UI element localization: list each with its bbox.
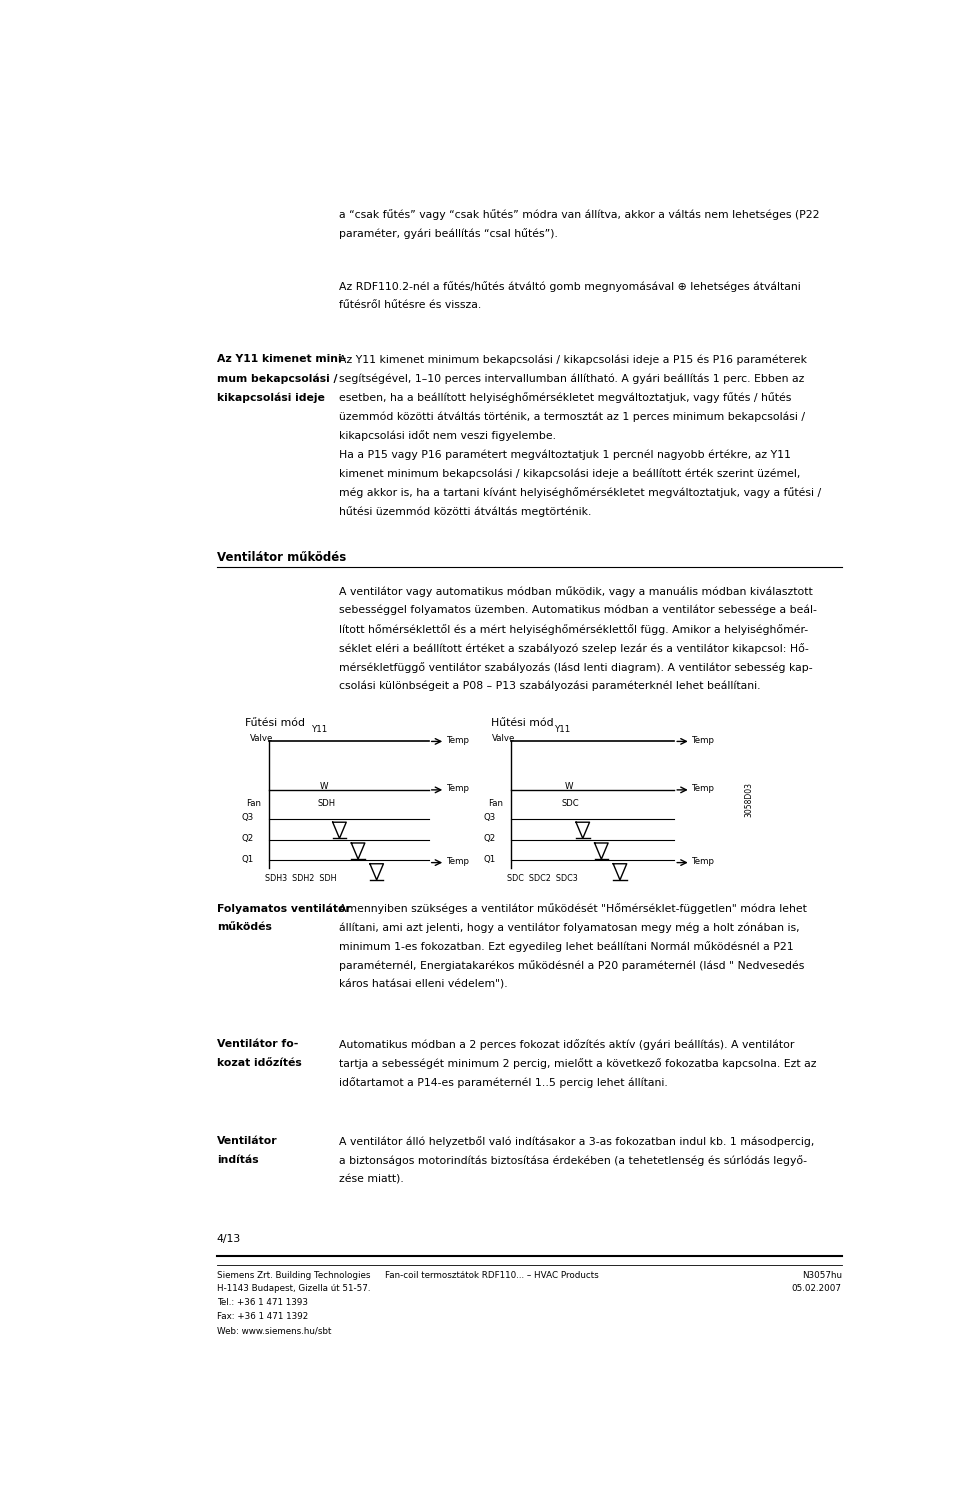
Text: állítani, ami azt jelenti, hogy a ventilátor folyamatosan megy még a holt zónába: állítani, ami azt jelenti, hogy a ventil… xyxy=(340,922,800,932)
Text: káros hatásai elleni védelem").: káros hatásai elleni védelem"). xyxy=(340,979,508,989)
Text: még akkor is, ha a tartani kívánt helyiséghőmérsékletet megváltoztatjuk, vagy a : még akkor is, ha a tartani kívánt helyis… xyxy=(340,487,822,499)
Text: lított hőmérséklettől és a mért helyiséghőmérséklettől függ. Amikor a helyiséghő: lított hőmérséklettől és a mért helyiség… xyxy=(340,624,808,634)
Text: működés: működés xyxy=(217,922,272,932)
Text: Q2: Q2 xyxy=(241,833,253,842)
Text: Az Y11 kimenet mini-: Az Y11 kimenet mini- xyxy=(217,354,346,364)
Text: sebességgel folyamatos üzemben. Automatikus módban a ventilátor sebessége a beál: sebességgel folyamatos üzemben. Automati… xyxy=(340,604,817,615)
Text: Ventilátor fo-: Ventilátor fo- xyxy=(217,1039,299,1049)
Text: Hűtési mód: Hűtési mód xyxy=(491,718,553,729)
Text: Fan: Fan xyxy=(489,799,503,808)
Text: H-1143 Budapest, Gizella út 51-57.: H-1143 Budapest, Gizella út 51-57. xyxy=(217,1285,371,1294)
Text: időtartamot a P14-es paraméternél 1‥5 percig lehet állítani.: időtartamot a P14-es paraméternél 1‥5 pe… xyxy=(340,1076,668,1088)
Text: Valve: Valve xyxy=(251,735,274,744)
Text: SDH3  SDH2  SDH: SDH3 SDH2 SDH xyxy=(265,874,337,883)
Text: hűtési üzemmód közötti átváltás megtörténik.: hűtési üzemmód közötti átváltás megtörté… xyxy=(340,507,592,517)
Text: A ventilátor álló helyzetből való indításakor a 3-as fokozatban indul kb. 1 máso: A ventilátor álló helyzetből való indítá… xyxy=(340,1136,815,1147)
Text: üzemmód közötti átváltás történik, a termosztát az 1 perces minimum bekapcsolási: üzemmód közötti átváltás történik, a ter… xyxy=(340,411,805,421)
Text: fűtésről hűtésre és vissza.: fűtésről hűtésre és vissza. xyxy=(340,300,482,310)
Text: mérsékletfüggő ventilátor szabályozás (lásd lenti diagram). A ventilátor sebessé: mérsékletfüggő ventilátor szabályozás (l… xyxy=(340,661,813,673)
Text: Y11: Y11 xyxy=(312,726,328,735)
Text: N3057hu: N3057hu xyxy=(802,1271,842,1280)
Text: W: W xyxy=(564,782,573,791)
Text: paraméter, gyári beállítás “csal hűtés”).: paraméter, gyári beállítás “csal hűtés”)… xyxy=(340,228,559,238)
Text: a “csak fűtés” vagy “csak hűtés” módra van állítva, akkor a váltás nem lehetsége: a “csak fűtés” vagy “csak hűtés” módra v… xyxy=(340,208,820,220)
Text: Siemens Zrt. Building Technologies: Siemens Zrt. Building Technologies xyxy=(217,1271,371,1280)
Text: Temp: Temp xyxy=(446,857,469,866)
Text: Temp: Temp xyxy=(446,736,469,745)
Text: mum bekapcsolási /: mum bekapcsolási / xyxy=(217,373,337,384)
Text: a biztonságos motorindítás biztosítása érdekében (a tehetetlenség és súrlódás le: a biztonságos motorindítás biztosítása é… xyxy=(340,1156,807,1166)
Text: Folyamatos ventilátor: Folyamatos ventilátor xyxy=(217,902,350,913)
Text: Temp: Temp xyxy=(692,784,715,793)
Text: SDC: SDC xyxy=(562,799,580,808)
Text: Ha a P15 vagy P16 paramétert megváltoztatjuk 1 percnél nagyobb értékre, az Y11: Ha a P15 vagy P16 paramétert megváltozta… xyxy=(340,450,791,460)
Text: kikapcsolási időt nem veszi figyelembe.: kikapcsolási időt nem veszi figyelembe. xyxy=(340,430,557,441)
Text: zése miatt).: zése miatt). xyxy=(340,1174,404,1184)
Text: Az RDF110.2-nél a fűtés/hűtés átváltó gomb megnyomásával ⊕ lehetséges átváltani: Az RDF110.2-nél a fűtés/hűtés átváltó go… xyxy=(340,282,802,292)
Text: 4/13: 4/13 xyxy=(217,1234,241,1244)
Text: Tel.: +36 1 471 1393: Tel.: +36 1 471 1393 xyxy=(217,1298,308,1307)
Text: SDH: SDH xyxy=(317,799,335,808)
Text: Web: www.siemens.hu/sbt: Web: www.siemens.hu/sbt xyxy=(217,1327,331,1336)
Text: Q1: Q1 xyxy=(241,854,253,863)
Text: segítségével, 1–10 perces intervallumban állítható. A gyári beállítás 1 perc. Eb: segítségével, 1–10 perces intervallumban… xyxy=(340,373,804,384)
Text: Y11: Y11 xyxy=(555,726,571,735)
Text: Fan-coil termosztátok RDF110... – HVAC Products: Fan-coil termosztátok RDF110... – HVAC P… xyxy=(385,1271,599,1280)
Text: Q3: Q3 xyxy=(483,812,495,821)
Text: kikapcsolási ideje: kikapcsolási ideje xyxy=(217,393,324,403)
Text: séklet eléri a beállított értéket a szabályozó szelep lezár és a ventilátor kika: séklet eléri a beállított értéket a szab… xyxy=(340,643,809,654)
Text: A ventilátor vagy automatikus módban működik, vagy a manuális módban kiválasztot: A ventilátor vagy automatikus módban műk… xyxy=(340,586,813,597)
Text: Temp: Temp xyxy=(692,736,715,745)
Text: Ventilátor: Ventilátor xyxy=(217,1136,277,1147)
Text: Fan: Fan xyxy=(247,799,261,808)
Text: Fax: +36 1 471 1392: Fax: +36 1 471 1392 xyxy=(217,1312,308,1321)
Text: Q1: Q1 xyxy=(483,854,495,863)
Text: kimenet minimum bekapcsolási / kikapcsolási ideje a beállított érték szerint üzé: kimenet minimum bekapcsolási / kikapcsol… xyxy=(340,468,801,480)
Text: Temp: Temp xyxy=(692,857,715,866)
Text: W: W xyxy=(320,782,328,791)
Text: Q2: Q2 xyxy=(483,833,495,842)
Text: 3058D03: 3058D03 xyxy=(744,781,754,817)
Text: csolási különbségeit a P08 – P13 szabályozási paraméterknél lehet beállítani.: csolási különbségeit a P08 – P13 szabály… xyxy=(340,681,761,691)
Text: Amennyiben szükséges a ventilátor működését "Hőmérséklet-független" módra lehet: Amennyiben szükséges a ventilátor működé… xyxy=(340,902,807,914)
Text: Q3: Q3 xyxy=(241,812,253,821)
Text: tartja a sebességét minimum 2 percig, mielőtt a következő fokozatba kapcsolna. E: tartja a sebességét minimum 2 percig, mi… xyxy=(340,1058,817,1069)
Text: Temp: Temp xyxy=(446,784,469,793)
Text: indítás: indítás xyxy=(217,1156,258,1165)
Text: kozat időzítés: kozat időzítés xyxy=(217,1058,301,1067)
Text: Fűtési mód: Fűtési mód xyxy=(245,718,305,729)
Text: SDC  SDC2  SDC3: SDC SDC2 SDC3 xyxy=(507,874,578,883)
Text: esetben, ha a beállított helyiséghőmérsékletet megváltoztatjuk, vagy fűtés / hűt: esetben, ha a beállított helyiséghőmérsé… xyxy=(340,393,792,403)
Text: paraméternél, Energiatakarékos működésnél a P20 paraméternél (lásd " Nedvesedés: paraméternél, Energiatakarékos működésné… xyxy=(340,961,804,971)
Text: minimum 1-es fokozatban. Ezt egyedileg lehet beállítani Normál működésnél a P21: minimum 1-es fokozatban. Ezt egyedileg l… xyxy=(340,941,794,952)
Text: Az Y11 kimenet minimum bekapcsolási / kikapcsolási ideje a P15 és P16 paramétere: Az Y11 kimenet minimum bekapcsolási / ki… xyxy=(340,354,807,364)
Text: Valve: Valve xyxy=(492,735,516,744)
Text: Automatikus módban a 2 perces fokozat időzítés aktív (gyári beállítás). A ventil: Automatikus módban a 2 perces fokozat id… xyxy=(340,1039,795,1049)
Text: Ventilátor működés: Ventilátor működés xyxy=(217,552,346,564)
Text: 05.02.2007: 05.02.2007 xyxy=(792,1285,842,1294)
